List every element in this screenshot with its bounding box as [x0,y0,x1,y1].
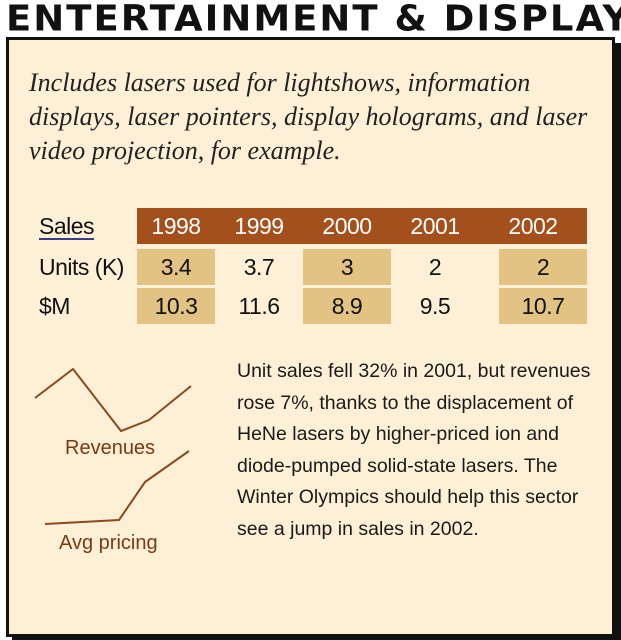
revenues-trend-line [34,367,192,433]
year-header-2002: 2002 [479,208,587,244]
table-cell: 2 [428,254,442,280]
revenues-label: Revenues [65,437,156,459]
section-title: ENTERTAINMENT & DISPLAY [6,0,621,39]
table-cell: 2 [499,249,587,285]
avg-pricing-label: Avg pricing [59,532,158,554]
table-header-label: Sales [39,213,95,239]
table-cell: 9.5 [419,293,451,319]
table-cell: 10.3 [137,288,215,324]
table-cell: 8.9 [303,288,391,324]
year-header-2001: 2001 [391,208,479,244]
year-header-1999: 1999 [215,208,303,244]
commentary-text: Unit sales fell 32% in 2001, but revenue… [237,360,591,540]
trend-sparklines [34,367,192,525]
avg-pricing-trend-line [44,450,190,525]
sidebar-panel: Includes lasers used for lightshows, inf… [6,37,615,637]
year-header-2000: 2000 [303,208,391,244]
row-label-revenue: $M [39,293,70,319]
year-header-1998: 1998 [137,208,215,244]
intro-text: Includes lasers used for lightshows, inf… [29,68,588,165]
row-label-units: Units (K) [39,254,124,280]
table-cell: 10.7 [499,288,587,324]
table-cell: 3.7 [243,254,275,280]
table-cell: 3.4 [137,249,215,285]
table-cell: 3 [303,249,391,285]
table-cell: 11.6 [238,293,280,319]
